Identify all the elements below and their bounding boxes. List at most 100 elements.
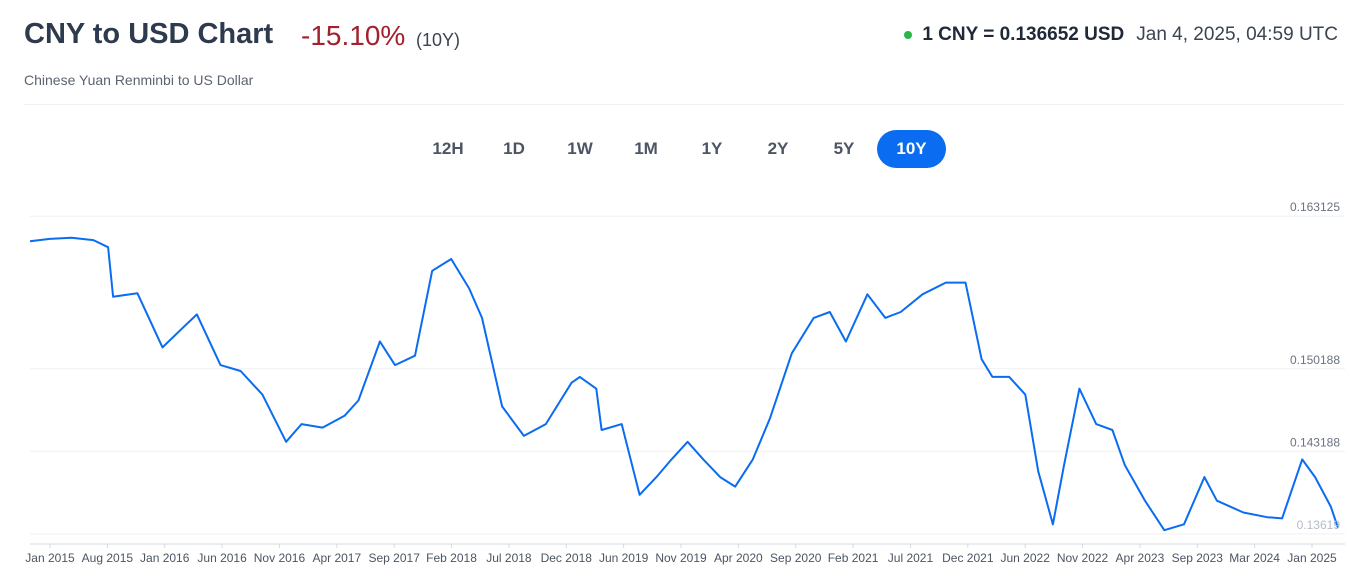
data-point [521,433,527,439]
live-status-dot-icon [904,31,913,39]
data-point [448,256,454,262]
data-point [669,456,675,462]
data-point [750,456,756,462]
range-tab-12h[interactable]: 12H [432,139,464,158]
data-point [429,268,435,274]
data-point [1312,474,1318,480]
data-point [342,413,348,419]
data-point [1050,521,1056,527]
header-divider [24,104,1344,105]
data-point [637,492,643,498]
live-rate: 1 CNY = 0.136652 USD Jan 4, 2025, 04:59 … [904,24,1338,46]
data-point [466,285,472,291]
data-point [160,344,166,350]
data-point [1181,521,1187,527]
data-point [1299,456,1305,462]
data-point [1076,386,1082,392]
rate-timestamp: Jan 4, 2025, 04:59 UTC [1136,24,1338,45]
data-point [1022,392,1028,398]
data-point [685,439,691,445]
data-point [69,235,75,241]
data-point [827,309,833,315]
time-range-tabs: 12H 1D 1W 1M 1Y 2Y 5Y 10Y [415,130,946,168]
data-point [1122,462,1128,468]
data-point [767,415,773,421]
x-tick-label: Apr 2023 [1116,551,1165,565]
data-point [882,315,888,321]
rate-value: 1 CNY = 0.136652 USD [922,24,1125,45]
data-point [259,392,265,398]
data-point [543,421,549,427]
period-label: (10Y) [416,30,461,50]
data-point [320,425,326,431]
data-point [412,353,418,359]
data-point [811,315,817,321]
data-point [864,291,870,297]
data-point [700,456,706,462]
y-tick-label: 0.163125 [1290,200,1340,214]
data-point [90,237,96,243]
range-tab-2y[interactable]: 2Y [767,139,789,158]
data-point [1264,514,1270,520]
data-point [1093,421,1099,427]
x-tick-label: Jan 2025 [1287,551,1337,565]
x-tick-label: Sep 2017 [368,551,420,565]
x-tick-label: Jun 2022 [1000,551,1050,565]
x-tick-label: Feb 2021 [828,551,879,565]
data-point [1006,374,1012,380]
data-point [105,244,111,250]
data-point [479,315,485,321]
line-chart[interactable]: 0.163125 0.150188 0.143188 0.13619 Jan 2015… [0,190,1350,575]
data-point [943,280,949,286]
data-point [392,362,398,368]
data-point [979,356,985,362]
data-point [110,294,116,300]
x-tick-label: Feb 2018 [426,551,477,565]
range-tab-10y[interactable]: 10Y [877,130,946,168]
x-tick-label: Apr 2017 [312,551,361,565]
x-tick-label: Jul 2018 [486,551,532,565]
x-tick-label: Jan 2015 [25,551,75,565]
data-point [920,291,926,297]
x-tick-label: Jan 2016 [140,551,190,565]
data-point [1061,462,1067,468]
x-tick-label: Aug 2015 [82,551,134,565]
data-point [299,421,305,427]
data-point [1240,510,1246,516]
range-tab-1y[interactable]: 1Y [701,139,723,158]
chart-area: 0.163125 0.150188 0.143188 0.13619 Jan 2015… [0,190,1350,575]
data-point [134,290,140,296]
y-tick-label: 0.150188 [1290,353,1340,367]
data-point [963,280,969,286]
data-point [569,380,575,386]
data-point [717,474,723,480]
x-axis-labels: Jan 2015 Aug 2015 Jan 2016 Jun 2016 Nov 2016… [25,551,1337,565]
x-tick-label: Sep 2020 [770,551,822,565]
x-tick-label: Sep 2023 [1172,551,1224,565]
data-point [1142,498,1148,504]
data-point [1279,515,1285,521]
data-point [1109,427,1115,433]
grid-lines [30,215,1345,548]
data-point [47,236,53,242]
data-point [593,386,599,392]
data-point [1214,498,1220,504]
x-tick-label: Nov 2019 [655,551,707,565]
data-point [898,309,904,315]
data-point [789,350,795,356]
range-tab-1m[interactable]: 1M [634,139,658,158]
cny-usd-line [29,236,1339,532]
data-point [843,339,849,345]
x-tick-label: Jun 2019 [599,551,649,565]
range-tab-5y[interactable]: 5Y [833,139,855,158]
x-tick-label: Jul 2021 [888,551,934,565]
range-tab-1w[interactable]: 1W [567,139,593,158]
range-tab-1d[interactable]: 1D [503,139,525,158]
data-point [732,484,738,490]
x-tick-label: Nov 2022 [1057,551,1109,565]
data-point [377,339,383,345]
data-point [599,427,605,433]
y-tick-label: 0.143188 [1290,435,1340,449]
y-axis-labels: 0.163125 0.150188 0.143188 0.13619 [1290,200,1340,532]
data-point [283,439,289,445]
